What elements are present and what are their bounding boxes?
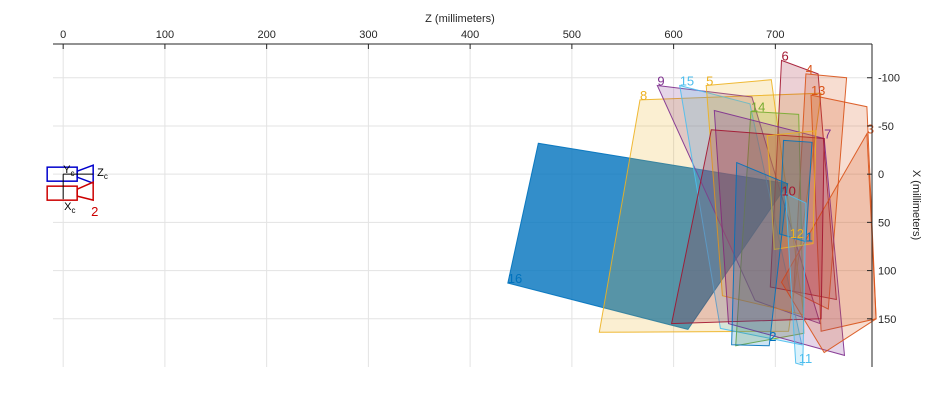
board-plane-8 <box>598 92 822 333</box>
board-label-7: 7 <box>824 126 831 141</box>
board-plane-15 <box>679 84 803 346</box>
x-tick-label: 200 <box>257 29 275 41</box>
board-plane-4 <box>793 73 848 310</box>
x-tick-label: 500 <box>563 29 581 41</box>
board-label-13: 13 <box>811 83 825 98</box>
y-tick-label: -50 <box>878 121 894 133</box>
x-axis-title: Z (millimeters) <box>425 13 495 25</box>
board-label-6: 6 <box>781 48 788 63</box>
axes: 0 100 200 300 400 500 600 700 -100 -50 0 50 100 150 <box>53 29 900 367</box>
x-tick-label: 400 <box>461 29 479 41</box>
camera-yc-label: Yc <box>63 164 74 178</box>
y-tick-label: 100 <box>878 266 896 278</box>
camera-xc-label: Xc <box>64 201 75 215</box>
board-label-16: 16 <box>508 271 522 286</box>
y-tick-label: 150 <box>878 314 896 326</box>
board-plane-2 <box>731 161 789 347</box>
x-tick-label: 0 <box>60 29 66 41</box>
camera-index-label: 2 <box>91 204 98 219</box>
board-plane-11 <box>784 192 807 366</box>
y-tick-label: 50 <box>878 217 890 229</box>
checkerboard-planes <box>507 59 877 366</box>
board-label-3: 3 <box>867 122 874 137</box>
board-plane-6 <box>769 59 837 301</box>
grid <box>53 44 872 367</box>
board-label-11: 11 <box>799 351 813 366</box>
y-axis-title: X (millimeters) <box>910 170 922 240</box>
board-label-1: 1 <box>806 230 813 245</box>
board-label-8: 8 <box>640 88 647 103</box>
y-tick-label: -100 <box>878 73 900 85</box>
board-label-4: 4 <box>806 62 813 77</box>
board-label-14: 14 <box>751 99 765 114</box>
camera-lens-red <box>76 181 94 202</box>
camera-zc-label: Zc <box>97 167 108 181</box>
camera-glyph: Zc Yc Xc 2 <box>46 164 108 219</box>
board-plane-12 <box>766 130 817 250</box>
x-tick-label: 600 <box>664 29 682 41</box>
board-label-9: 9 <box>657 73 664 88</box>
x-tick-label: 300 <box>359 29 377 41</box>
board-label-10: 10 <box>781 183 795 198</box>
x-tick-label: 100 <box>156 29 174 41</box>
board-plane-10 <box>670 129 825 325</box>
board-label-12: 12 <box>790 226 804 241</box>
board-label-2: 2 <box>769 329 776 344</box>
x-tick-label: 700 <box>766 29 784 41</box>
board-plane-3 <box>780 131 877 354</box>
board-plane-1 <box>778 139 813 243</box>
board-plane-16 <box>507 142 789 330</box>
y-tick-label: 0 <box>878 169 884 181</box>
board-label-15: 15 <box>680 73 694 88</box>
board-label-5: 5 <box>706 73 713 88</box>
